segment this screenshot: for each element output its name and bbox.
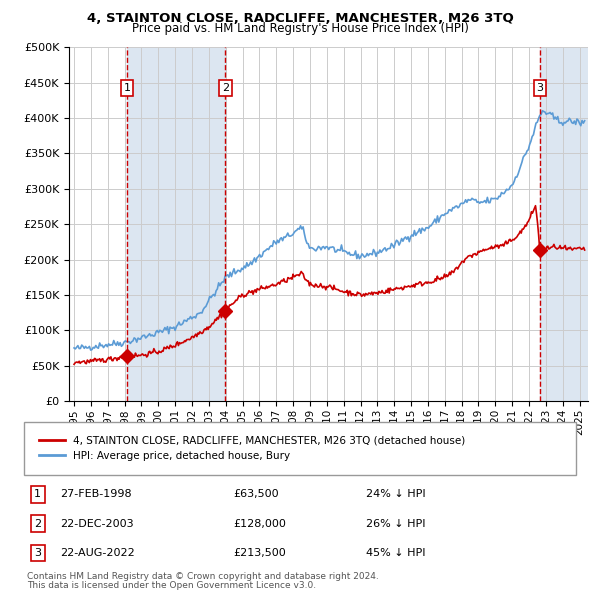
Text: 45% ↓ HPI: 45% ↓ HPI xyxy=(366,548,426,558)
Text: 27-FEB-1998: 27-FEB-1998 xyxy=(60,489,131,499)
Text: Price paid vs. HM Land Registry's House Price Index (HPI): Price paid vs. HM Land Registry's House … xyxy=(131,22,469,35)
Bar xyxy=(540,47,588,401)
Text: 1: 1 xyxy=(34,489,41,499)
Text: 1: 1 xyxy=(124,83,131,93)
FancyBboxPatch shape xyxy=(24,422,576,475)
Legend: 4, STAINTON CLOSE, RADCLIFFE, MANCHESTER, M26 3TQ (detached house), HPI: Average: 4, STAINTON CLOSE, RADCLIFFE, MANCHESTER… xyxy=(35,432,470,465)
Text: 4, STAINTON CLOSE, RADCLIFFE, MANCHESTER, M26 3TQ: 4, STAINTON CLOSE, RADCLIFFE, MANCHESTER… xyxy=(86,12,514,25)
Text: 3: 3 xyxy=(34,548,41,558)
Text: 24% ↓ HPI: 24% ↓ HPI xyxy=(366,489,426,499)
Text: £128,000: £128,000 xyxy=(234,519,287,529)
Text: £213,500: £213,500 xyxy=(234,548,287,558)
Bar xyxy=(127,47,226,401)
Text: 26% ↓ HPI: 26% ↓ HPI xyxy=(366,519,426,529)
Text: £63,500: £63,500 xyxy=(234,489,280,499)
Text: 2: 2 xyxy=(222,83,229,93)
Text: 2: 2 xyxy=(34,519,41,529)
Text: 22-AUG-2022: 22-AUG-2022 xyxy=(60,548,134,558)
Text: 22-DEC-2003: 22-DEC-2003 xyxy=(60,519,134,529)
Text: Contains HM Land Registry data © Crown copyright and database right 2024.: Contains HM Land Registry data © Crown c… xyxy=(27,572,379,581)
Text: 3: 3 xyxy=(536,83,544,93)
Text: This data is licensed under the Open Government Licence v3.0.: This data is licensed under the Open Gov… xyxy=(27,581,316,589)
